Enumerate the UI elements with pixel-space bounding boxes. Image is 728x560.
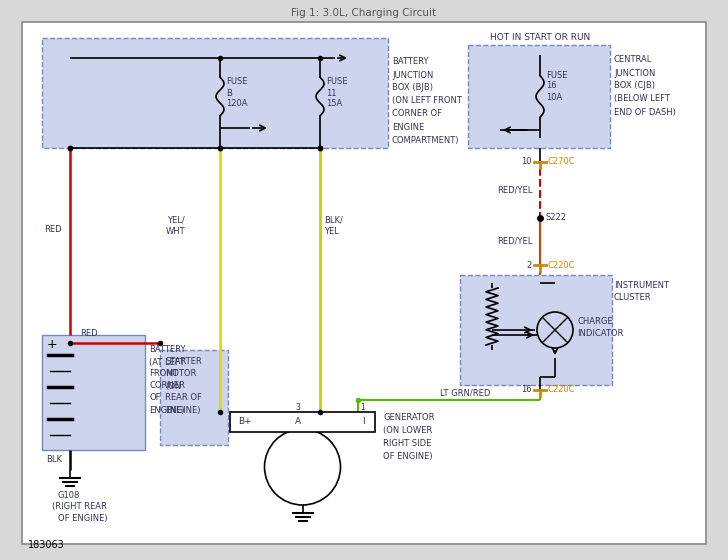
Text: BATTERY: BATTERY bbox=[392, 58, 429, 67]
Text: CORNER: CORNER bbox=[149, 381, 185, 390]
Text: ENGINE: ENGINE bbox=[392, 123, 424, 132]
Text: 15A: 15A bbox=[326, 100, 342, 109]
Text: BOX (BJB): BOX (BJB) bbox=[392, 83, 433, 92]
Text: 11: 11 bbox=[326, 88, 336, 97]
Text: OF ENGINE): OF ENGINE) bbox=[383, 451, 432, 460]
Text: FUSE: FUSE bbox=[326, 77, 347, 86]
Text: B+: B+ bbox=[238, 418, 252, 427]
Bar bbox=[42, 335, 145, 450]
Text: G108: G108 bbox=[58, 491, 80, 500]
Text: 120A: 120A bbox=[226, 100, 248, 109]
Text: 10: 10 bbox=[521, 157, 532, 166]
Text: +: + bbox=[47, 338, 58, 352]
Text: GENERATOR: GENERATOR bbox=[383, 413, 435, 422]
Text: 16: 16 bbox=[521, 385, 532, 394]
Text: LT GRN/RED: LT GRN/RED bbox=[440, 389, 491, 398]
Text: CHARGE: CHARGE bbox=[577, 318, 613, 326]
Text: FRONT: FRONT bbox=[149, 370, 178, 379]
Text: Fig 1: 3.0L, Charging Circuit: Fig 1: 3.0L, Charging Circuit bbox=[291, 8, 437, 18]
Bar bbox=[160, 350, 228, 445]
Text: (ON LOWER: (ON LOWER bbox=[383, 426, 432, 435]
Text: REAR OF: REAR OF bbox=[165, 394, 202, 403]
Bar bbox=[460, 275, 612, 385]
Text: CENTRAL: CENTRAL bbox=[614, 55, 652, 64]
Text: OF: OF bbox=[149, 394, 160, 403]
Text: MOTOR: MOTOR bbox=[165, 370, 197, 379]
Text: BATTERY: BATTERY bbox=[149, 346, 186, 354]
Text: 183063: 183063 bbox=[28, 540, 65, 550]
Text: YEL/: YEL/ bbox=[167, 216, 185, 225]
Text: RED/YEL: RED/YEL bbox=[496, 236, 532, 245]
Text: (ON LEFT FRONT: (ON LEFT FRONT bbox=[392, 96, 462, 105]
Text: RIGHT SIDE: RIGHT SIDE bbox=[383, 438, 432, 447]
Bar bbox=[230, 412, 375, 432]
Text: RED/YEL: RED/YEL bbox=[496, 185, 532, 194]
Text: OF ENGINE): OF ENGINE) bbox=[58, 515, 108, 524]
Text: (ON: (ON bbox=[165, 381, 181, 390]
Text: (BELOW LEFT: (BELOW LEFT bbox=[614, 95, 670, 104]
Text: RED: RED bbox=[80, 329, 98, 338]
Text: I: I bbox=[362, 418, 364, 427]
Text: FUSE: FUSE bbox=[546, 71, 568, 80]
Text: JUNCTION: JUNCTION bbox=[392, 71, 433, 80]
Text: FUSE: FUSE bbox=[226, 77, 248, 86]
Text: BLK: BLK bbox=[46, 455, 62, 464]
Text: END OF DASH): END OF DASH) bbox=[614, 108, 676, 116]
Bar bbox=[468, 45, 610, 148]
Text: 1: 1 bbox=[360, 403, 365, 412]
Text: 3: 3 bbox=[295, 403, 300, 412]
Text: WHT: WHT bbox=[165, 227, 185, 236]
Text: 16: 16 bbox=[546, 82, 557, 91]
Text: JUNCTION: JUNCTION bbox=[614, 68, 655, 77]
Text: BOX (CJB): BOX (CJB) bbox=[614, 82, 655, 91]
Text: (AT LEFT: (AT LEFT bbox=[149, 357, 185, 366]
Text: STARTER: STARTER bbox=[165, 357, 202, 366]
Text: RED: RED bbox=[44, 226, 62, 235]
Text: CORNER OF: CORNER OF bbox=[392, 110, 442, 119]
Text: COMPARTMENT): COMPARTMENT) bbox=[392, 136, 459, 144]
Text: 2: 2 bbox=[527, 260, 532, 269]
Text: C220C: C220C bbox=[548, 260, 576, 269]
Text: C220C: C220C bbox=[548, 385, 576, 394]
Text: YEL: YEL bbox=[324, 227, 339, 236]
Text: B: B bbox=[226, 88, 232, 97]
Circle shape bbox=[264, 429, 341, 505]
Text: ENGINE): ENGINE) bbox=[149, 405, 184, 414]
Text: A: A bbox=[294, 418, 301, 427]
Text: ENGINE): ENGINE) bbox=[165, 405, 200, 414]
Text: HOT IN START OR RUN: HOT IN START OR RUN bbox=[490, 34, 590, 43]
Text: S222: S222 bbox=[546, 213, 567, 222]
Text: C270C: C270C bbox=[548, 157, 576, 166]
Text: BLK/: BLK/ bbox=[324, 216, 343, 225]
Text: (RIGHT REAR: (RIGHT REAR bbox=[52, 502, 107, 511]
Bar bbox=[42, 38, 388, 148]
Text: INSTRUMENT: INSTRUMENT bbox=[614, 281, 669, 290]
Text: INDICATOR: INDICATOR bbox=[577, 329, 623, 338]
Text: 10A: 10A bbox=[546, 92, 562, 101]
Text: CLUSTER: CLUSTER bbox=[614, 292, 652, 301]
